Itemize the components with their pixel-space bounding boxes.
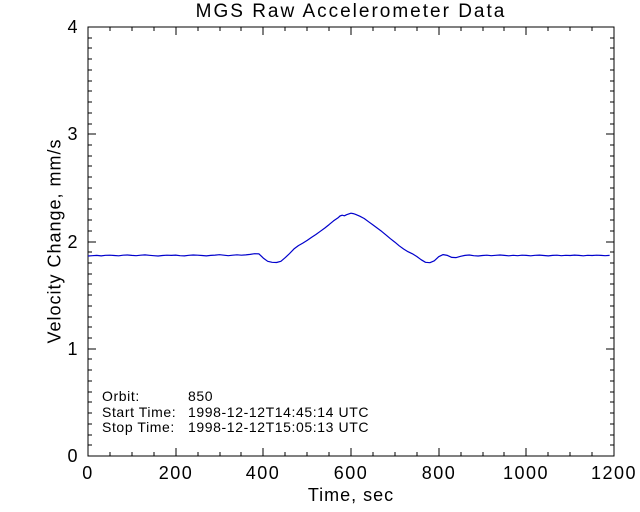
x-axis-title: Time, sec — [307, 485, 395, 505]
orbit-label: Orbit: — [102, 388, 140, 404]
stop-time-label: Stop Time: — [102, 419, 175, 436]
y-tick-label: 0 — [67, 446, 79, 466]
stop-time-value: 1998-12-12T15:05:13 UTC — [188, 419, 370, 436]
start-time-row: Start Time: 1998-12-12T14:45:14 UTC — [102, 403, 370, 421]
start-time-value: 1998-12-12T14:45:14 UTC — [188, 403, 370, 420]
y-tick-label: 2 — [67, 232, 79, 252]
orbit-value: 850 — [188, 388, 214, 404]
chart-title: MGS Raw Accelerometer Data — [195, 1, 507, 22]
x-tick-label: 800 — [422, 463, 457, 483]
x-tick-label: 400 — [246, 463, 281, 483]
x-tick-label: 1000 — [503, 463, 549, 483]
y-tick-label: 3 — [67, 124, 79, 144]
y-axis-title: Velocity Change, mm/s — [44, 138, 65, 344]
x-tick-label: 600 — [334, 463, 369, 483]
stop-time-row: Stop Time: 1998-12-12T15:05:13 UTC — [102, 420, 369, 436]
x-tick-label: 200 — [159, 463, 194, 483]
start-time-label: Start Time: — [102, 403, 177, 420]
annotation-block: Orbit: 850 Start Time: 1998-12-12T14:45:… — [102, 388, 370, 436]
x-tick-label: 1200 — [591, 463, 637, 483]
x-tick-label: 0 — [82, 463, 94, 483]
y-tick-label: 1 — [67, 339, 79, 359]
y-tick-label: 4 — [67, 17, 79, 37]
data-line — [87, 212, 610, 264]
orbit-row: Orbit: 850 — [102, 388, 369, 405]
